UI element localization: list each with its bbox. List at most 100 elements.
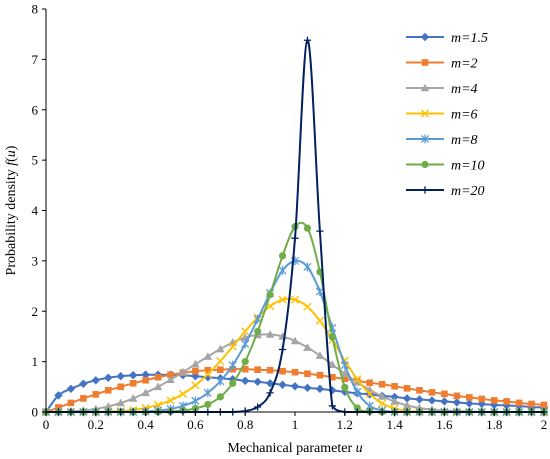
- data-point: [254, 366, 261, 373]
- legend-marker: [421, 186, 429, 194]
- data-point: [402, 401, 412, 409]
- data-point: [315, 287, 324, 297]
- y-tick-label: 0: [32, 405, 39, 420]
- legend-label: m=4: [451, 82, 478, 97]
- data-point: [128, 371, 138, 380]
- data-point: [278, 266, 287, 275]
- data-point: [154, 373, 162, 381]
- data-point: [416, 387, 423, 394]
- legend-marker: [421, 160, 429, 169]
- data-point: [278, 295, 287, 304]
- legend-label: m=8: [451, 133, 478, 148]
- data-point: [253, 377, 262, 386]
- data-point: [291, 234, 299, 242]
- data-point: [427, 396, 437, 405]
- data-point: [329, 373, 336, 381]
- data-point: [265, 330, 275, 338]
- data-point: [340, 360, 349, 370]
- y-tick-label: 4: [32, 203, 39, 218]
- data-point: [191, 381, 200, 390]
- data-point: [278, 380, 287, 389]
- data-point: [353, 404, 361, 412]
- data-point: [92, 391, 100, 398]
- data-point: [103, 402, 113, 410]
- data-point: [328, 360, 337, 368]
- data-point: [290, 382, 300, 391]
- x-tick-label: 0.6: [187, 417, 204, 432]
- data-point: [340, 369, 350, 378]
- data-point: [540, 401, 548, 409]
- data-point: [142, 376, 149, 384]
- legend-marker: [420, 109, 430, 118]
- data-point: [353, 375, 362, 384]
- legend-marker: [420, 32, 430, 42]
- data-point: [466, 394, 473, 401]
- data-point: [67, 399, 75, 407]
- y-tick-label: 8: [32, 2, 39, 17]
- data-point: [141, 370, 150, 379]
- x-tick-label: 0: [43, 417, 50, 432]
- data-point: [503, 398, 510, 405]
- data-point: [490, 397, 498, 404]
- legend-label: m=6: [451, 108, 478, 123]
- data-point: [315, 316, 324, 325]
- y-axis-label: Probability density f(u): [4, 145, 19, 275]
- legend-label: m=20: [451, 184, 485, 199]
- data-point: [254, 327, 262, 335]
- data-point: [241, 339, 250, 349]
- legend-label: m=10: [451, 159, 485, 174]
- x-tick-label: 1.4: [386, 417, 403, 432]
- data-point: [266, 291, 274, 299]
- data-point: [166, 396, 175, 405]
- y-tick-label: 5: [32, 153, 39, 168]
- legend-item: m=4: [406, 82, 478, 97]
- data-point: [241, 376, 250, 385]
- data-point: [304, 370, 311, 378]
- x-tick-label: 0.8: [237, 417, 253, 432]
- data-point: [328, 333, 336, 341]
- x-tick-label: 1.2: [337, 417, 353, 432]
- data-point: [178, 367, 188, 376]
- data-point: [515, 399, 523, 407]
- data-point: [365, 389, 374, 398]
- x-axis-label: Mechanical parameter u: [227, 441, 362, 456]
- data-point: [453, 392, 461, 400]
- data-point: [478, 395, 486, 403]
- data-point: [266, 389, 274, 397]
- data-point: [390, 392, 399, 402]
- data-point: [278, 252, 287, 260]
- data-point: [104, 387, 112, 394]
- legend-marker: [420, 83, 430, 92]
- data-point: [204, 366, 212, 374]
- data-point: [91, 376, 100, 385]
- legend-item: m=10: [406, 159, 485, 174]
- data-point: [303, 343, 312, 351]
- data-point: [216, 344, 225, 353]
- data-point: [378, 399, 387, 408]
- legend-item: m=6: [406, 108, 478, 123]
- data-point: [402, 394, 412, 403]
- data-point: [440, 397, 449, 406]
- data-point: [229, 379, 237, 387]
- data-point: [303, 262, 312, 272]
- y-tick-label: 3: [32, 253, 39, 268]
- data-point: [128, 394, 138, 402]
- data-point: [415, 395, 424, 404]
- y-tick-label: 6: [32, 102, 39, 117]
- data-point: [279, 367, 286, 375]
- data-point: [116, 398, 125, 407]
- data-point: [278, 345, 287, 354]
- data-point: [303, 36, 312, 44]
- legend-label: m=2: [451, 57, 478, 72]
- data-point: [441, 390, 448, 398]
- data-point: [353, 387, 362, 397]
- data-point: [204, 400, 212, 409]
- data-point: [141, 388, 150, 397]
- y-tick-label: 1: [32, 354, 39, 369]
- legend-label: m=1.5: [451, 31, 488, 46]
- x-tick-label: 2: [541, 417, 548, 432]
- data-point: [216, 357, 225, 366]
- data-point: [303, 302, 312, 311]
- legend: m=1.5 m=2 m=4 m=6 m=8 m=10 m=20: [406, 31, 488, 199]
- data-point: [465, 399, 474, 408]
